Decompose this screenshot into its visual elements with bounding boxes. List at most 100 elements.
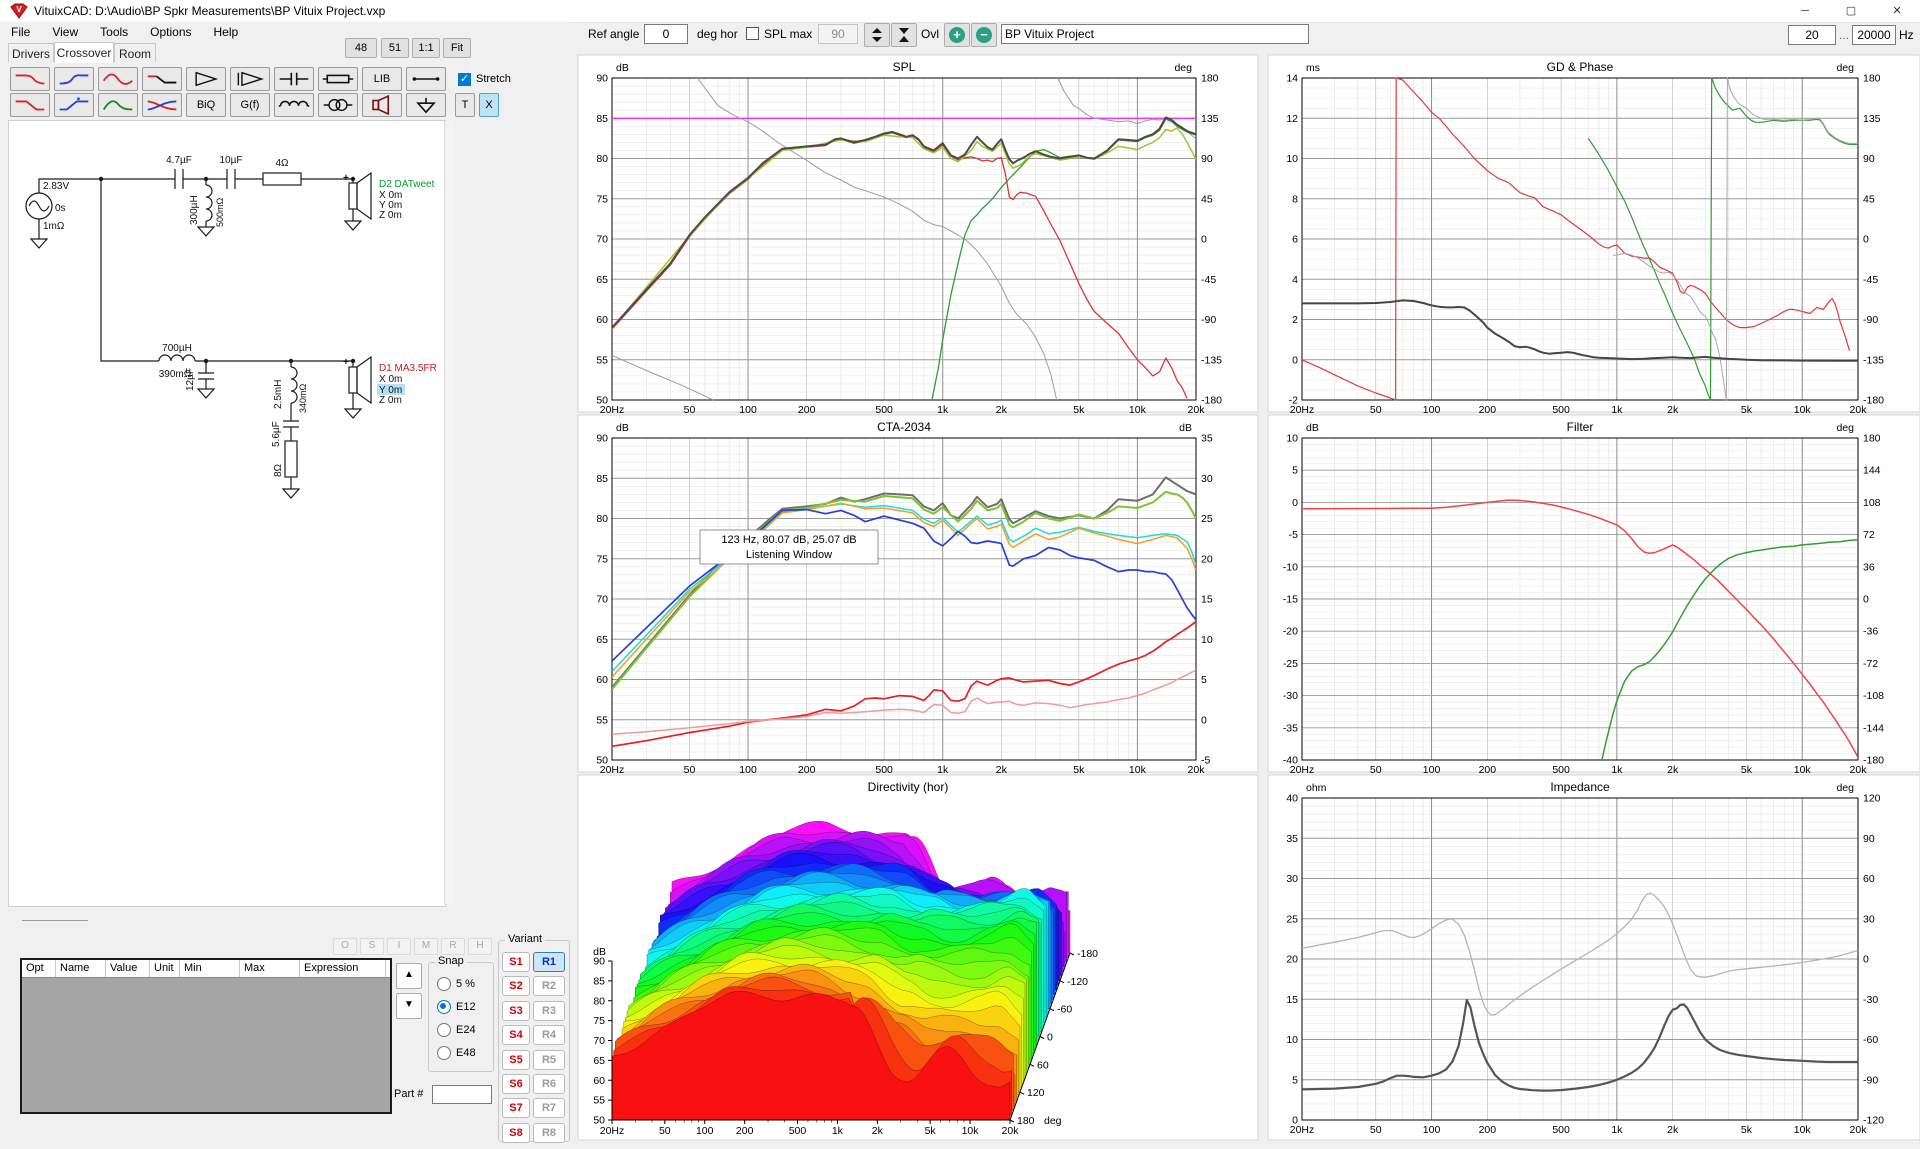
move-down-button[interactable]: ▼ <box>396 993 422 1019</box>
toolbar-button-peak-red[interactable] <box>98 67 138 91</box>
maximize-icon[interactable]: ▢ <box>1845 5 1857 17</box>
column-header-unit: Unit <box>150 960 180 977</box>
view-button-Fit[interactable]: Fit <box>443 38 471 58</box>
toolbar-button-opamp[interactable] <box>230 67 270 91</box>
variant-result-r5[interactable]: R5 <box>533 1049 565 1070</box>
toolbar-button-ground[interactable] <box>406 93 446 117</box>
toolbar-button-shelf-black[interactable] <box>142 67 182 91</box>
spl-max-checkbox[interactable] <box>746 27 759 40</box>
menu-view[interactable]: View <box>52 25 79 39</box>
overlay-remove-button[interactable]: − <box>971 23 997 47</box>
variant-result-r4[interactable]: R4 <box>533 1025 565 1046</box>
woofer-y[interactable]: Y 0m <box>379 385 402 396</box>
tweeter-z[interactable]: Z 0m <box>379 210 402 221</box>
snap-option-E48[interactable]: E48 <box>437 1046 476 1060</box>
variant-result-r2[interactable]: R2 <box>533 976 565 997</box>
freq-max-input[interactable] <box>1852 25 1896 45</box>
toolbar-button-resistor[interactable] <box>318 67 358 91</box>
autoscale-updown-icon[interactable] <box>864 23 890 47</box>
variant-result-r8[interactable]: R8 <box>533 1122 565 1143</box>
tweeter-driver-icon <box>348 171 372 221</box>
tweeter-y[interactable]: Y 0m <box>379 200 402 211</box>
woofer-z[interactable]: Z 0m <box>379 395 402 406</box>
toolbar-button-highpass2-blue[interactable] <box>54 93 94 117</box>
mode-button-s[interactable]: S <box>360 938 384 955</box>
variant-schematic-s3[interactable]: S3 <box>502 1000 530 1021</box>
mode-button-i[interactable]: I <box>387 938 411 955</box>
toolbar-button-x[interactable]: X <box>479 93 499 117</box>
toolbar-button-driver[interactable] <box>362 93 402 117</box>
svg-text:ohm: ohm <box>1306 782 1327 794</box>
autoscale-fit-icon[interactable] <box>891 23 917 47</box>
variant-result-r6[interactable]: R6 <box>533 1074 565 1094</box>
toolbar-button-t[interactable]: T <box>455 93 475 117</box>
menu-help[interactable]: Help <box>213 25 239 39</box>
toolbar-button-inductor[interactable] <box>274 93 314 117</box>
variant-result-r1[interactable]: R1 <box>533 952 565 972</box>
toolbar-button-buffer-triangle[interactable] <box>186 67 226 91</box>
variant-schematic-s6[interactable]: S6 <box>502 1074 530 1094</box>
toolbar-button-wire[interactable] <box>406 67 446 91</box>
tab-crossover[interactable]: Crossover <box>54 42 114 63</box>
stretch-checkbox[interactable]: ✓ <box>458 73 471 86</box>
snap-option-E24[interactable]: E24 <box>437 1023 476 1037</box>
schematic-vscrollbar[interactable] <box>444 121 454 904</box>
stretch-toggle[interactable]: ✓ Stretch <box>458 72 538 88</box>
mode-button-h[interactable]: H <box>468 938 492 955</box>
svg-text:10k: 10k <box>962 1125 980 1137</box>
variant-schematic-s2[interactable]: S2 <box>502 976 530 997</box>
cap-c3-value: 12µF <box>185 368 196 391</box>
minimize-icon[interactable]: ─ <box>1801 5 1809 17</box>
variant-schematic-s7[interactable]: S7 <box>502 1098 530 1119</box>
svg-text:-180: -180 <box>1201 395 1222 407</box>
tweeter-x[interactable]: X 0m <box>379 190 402 201</box>
spl-max-input[interactable] <box>818 24 858 44</box>
toolbar-button-lowpass-red[interactable] <box>10 67 50 91</box>
svg-text:85: 85 <box>596 113 608 125</box>
move-up-button[interactable]: ▲ <box>396 963 422 989</box>
view-button-51[interactable]: 51 <box>381 38 409 58</box>
snap-option-E12[interactable]: E12 <box>437 1000 476 1014</box>
close-icon[interactable]: ✕ <box>1892 5 1902 17</box>
svg-text:20k: 20k <box>1850 404 1868 416</box>
toolbar-button-lib[interactable]: LIB <box>362 67 402 91</box>
variant-result-r3[interactable]: R3 <box>533 1000 565 1021</box>
toolbar-button-bandpass-green[interactable] <box>98 93 138 117</box>
view-button-48[interactable]: 48 <box>345 38 377 58</box>
tweeter-name[interactable]: D2 DATweet <box>379 179 435 190</box>
toolbar-button-lowpass2-red[interactable] <box>10 93 50 117</box>
toolbar-button-biq[interactable]: BiQ <box>186 93 226 117</box>
tab-room[interactable]: Room <box>114 43 156 62</box>
menu-tools[interactable]: Tools <box>100 25 129 39</box>
woofer-x[interactable]: X 0m <box>379 374 402 385</box>
svg-text:20Hz: 20Hz <box>600 1125 625 1137</box>
ref-angle-input[interactable] <box>644 24 688 44</box>
tab-drivers[interactable]: Drivers <box>8 43 54 62</box>
variant-schematic-s8[interactable]: S8 <box>502 1122 530 1143</box>
toolbar-button-capacitor[interactable] <box>274 67 314 91</box>
toolbar-button-crossover-curves[interactable] <box>142 93 182 117</box>
panel-splitter[interactable] <box>22 920 88 921</box>
variant-result-r7[interactable]: R7 <box>533 1098 565 1119</box>
menu-file[interactable]: File <box>11 25 31 39</box>
variant-schematic-s5[interactable]: S5 <box>502 1049 530 1070</box>
parameter-table[interactable]: Opt Name Value Unit Min Max Expression <box>20 958 392 1114</box>
variant-schematic-s4[interactable]: S4 <box>502 1025 530 1046</box>
schematic-canvas[interactable]: 2.83V 0s 1mΩ 4.7µF 10µF 4Ω 300µH 500mΩ 7… <box>8 120 446 907</box>
mode-button-r[interactable]: R <box>441 938 465 955</box>
toolbar-button-highpass-blue[interactable] <box>54 67 94 91</box>
freq-min-input[interactable] <box>1788 25 1836 45</box>
variant-schematic-s1[interactable]: S1 <box>502 952 530 972</box>
toolbar-button-transformer[interactable] <box>318 93 358 117</box>
toolbar-button-gf[interactable]: G(f) <box>230 93 270 117</box>
woofer-name[interactable]: D1 MA3.5FR <box>379 363 437 374</box>
overlay-add-button[interactable]: + <box>944 23 970 47</box>
project-name-input[interactable] <box>1001 24 1309 44</box>
snap-option-5%[interactable]: 5 % <box>437 977 475 991</box>
part-number-input[interactable] <box>432 1085 492 1104</box>
mode-button-m[interactable]: M <box>414 938 438 955</box>
mode-button-o[interactable]: O <box>333 938 357 955</box>
view-button-1-1[interactable]: 1:1 <box>412 38 440 58</box>
menu-options[interactable]: Options <box>150 25 192 39</box>
